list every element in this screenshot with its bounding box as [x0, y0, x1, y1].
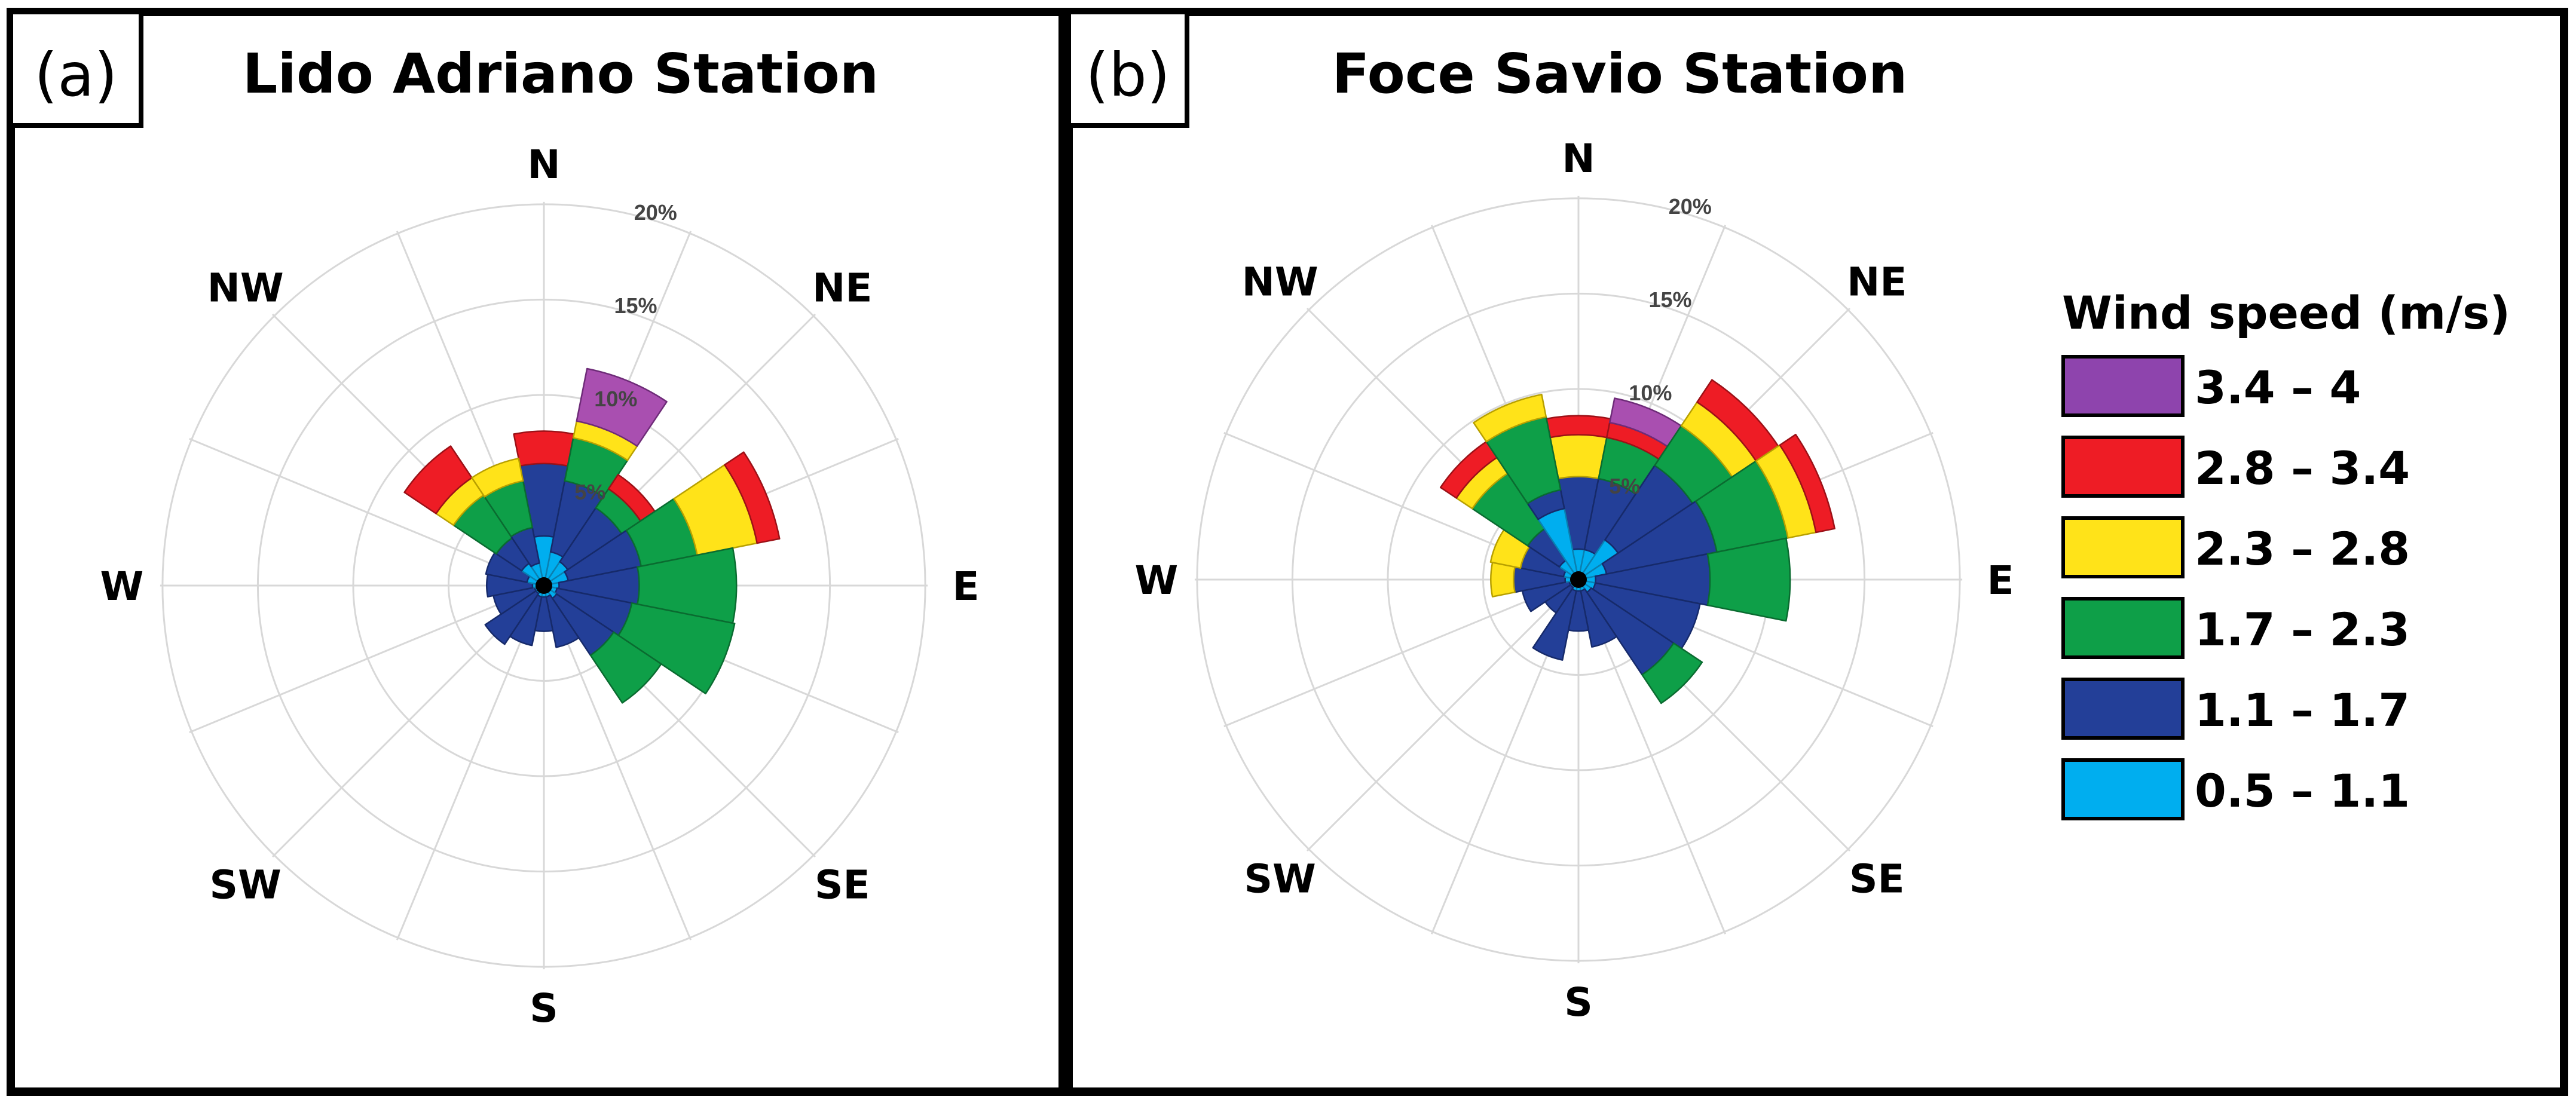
center-dot	[536, 577, 552, 594]
panel-b: (b) Foce Savio Station 5% 10% 15% 20% N NE E S…	[1064, 8, 2568, 1096]
bar-b-se-bin-2	[1641, 642, 1703, 704]
legend-swatch-2	[2061, 516, 2185, 578]
legend-swatch-5	[2061, 758, 2185, 820]
spoke-line	[1223, 578, 1579, 728]
spoke-line	[189, 584, 544, 734]
direction-label-s: S	[1564, 979, 1593, 1025]
ring-label-15: 15%	[1649, 287, 1692, 312]
bar-a-e-bin-2	[637, 547, 738, 624]
legend-swatch-3	[2061, 597, 2185, 659]
legend-entry-2: 2.3 – 2.8	[2061, 516, 2410, 578]
bar-b-sse-bin-1	[1580, 588, 1618, 648]
bar-a-n-bin-4	[513, 430, 575, 467]
panel-a: (a) Lido Adriano Station 5% 10% 15% 20% N NE…	[7, 8, 1067, 1096]
spoke-line	[1306, 578, 1580, 852]
direction-labels-a: N NE E SE S SW W NW	[100, 142, 979, 1031]
spoke-line	[543, 585, 692, 940]
bar-a-nw-bin-4	[403, 445, 473, 514]
legend-swatch-0	[2061, 355, 2185, 417]
ring-15	[256, 298, 831, 873]
bar-b-nnw-bin-3	[1473, 393, 1547, 443]
wind-rose-a: 5% 10% 15% 20%	[160, 200, 928, 970]
ring-label-20: 20%	[634, 200, 677, 225]
legend-swatch-4	[2061, 678, 2185, 740]
bar-a-ene-bin-4	[724, 451, 781, 544]
bar-a-ese-bin-2	[617, 602, 736, 695]
direction-label-w: W	[100, 563, 143, 609]
direction-label-s: S	[530, 985, 558, 1031]
direction-labels-b: N NE E SE S SW W NW	[1134, 136, 2014, 1025]
legend-label-3: 1.7 – 2.3	[2195, 603, 2410, 656]
legend: Wind speed (m/s) 3.4 – 4 2.8 – 3.4 2.3 –…	[2061, 286, 2510, 820]
direction-label-se: SE	[815, 862, 870, 908]
panel-a-title: Lido Adriano Station	[243, 42, 879, 106]
legend-label-2: 2.3 – 2.8	[2195, 522, 2410, 575]
ring-label-20: 20%	[1669, 194, 1712, 219]
ring-label-10: 10%	[1629, 381, 1672, 405]
ring-label-15: 15%	[614, 293, 657, 318]
bar-a-nnw-bin-3	[471, 457, 524, 498]
legend-label-4: 1.1 – 1.7	[2195, 684, 2410, 737]
legend-entry-3: 1.7 – 2.3	[2061, 597, 2410, 659]
bar-b-ese-bin-1	[1592, 582, 1701, 649]
ring-label-10: 10%	[594, 387, 637, 411]
ring-20	[1196, 197, 1961, 962]
legend-swatch-1	[2061, 436, 2185, 498]
bar-a-nne-bin-5	[576, 367, 668, 447]
direction-label-sw: SW	[210, 862, 282, 908]
direction-label-nw: NW	[1242, 259, 1318, 305]
direction-label-e: E	[953, 563, 980, 609]
bar-a-se-bin-2	[589, 631, 662, 704]
ring-20	[161, 203, 926, 968]
bar-b-ene-bin-4	[1779, 433, 1835, 534]
legend-entry-0: 3.4 – 4	[2061, 355, 2361, 417]
spoke-line	[189, 437, 544, 587]
panel-b-letter: (b)	[1085, 40, 1170, 110]
ring-label-5: 5%	[574, 480, 605, 504]
legend-entry-4: 1.1 – 1.7	[2061, 678, 2410, 740]
legend-label-0: 3.4 – 4	[2195, 361, 2361, 414]
direction-label-ne: NE	[812, 265, 872, 311]
legend-label-5: 0.5 – 1.1	[2195, 764, 2410, 817]
legend-title: Wind speed (m/s)	[2062, 286, 2510, 339]
legend-label-1: 2.8 – 3.4	[2195, 442, 2410, 495]
panel-a-letter-box	[8, 10, 143, 128]
bar-a-sse-bin-1	[545, 594, 580, 648]
direction-label-sw: SW	[1244, 856, 1316, 902]
bar-b-n-bin-4	[1546, 415, 1611, 439]
panel-b-border	[1064, 8, 2568, 1096]
wind-rose-b: 5% 10% 15% 20%	[1194, 194, 1963, 964]
direction-label-n: N	[1562, 136, 1595, 182]
bar-b-n-bin-3	[1549, 434, 1608, 480]
direction-label-e: E	[1987, 557, 2014, 603]
direction-label-se: SE	[1849, 856, 1905, 902]
bar-a-sw-bin-1	[484, 590, 540, 645]
direction-label-n: N	[527, 142, 560, 188]
direction-label-w: W	[1134, 557, 1178, 603]
bar-b-ssw-bin-1	[1532, 588, 1577, 661]
panel-b-title: Foce Savio Station	[1332, 42, 1908, 106]
bar-b-w-bin-3	[1490, 562, 1516, 598]
ring-label-5: 5%	[1609, 474, 1640, 498]
panel-a-letter: (a)	[34, 40, 117, 110]
direction-label-nw: NW	[207, 265, 284, 311]
legend-entry-5: 0.5 – 1.1	[2061, 758, 2410, 820]
panel-b-letter-box	[1066, 10, 1189, 128]
direction-label-ne: NE	[1847, 259, 1907, 305]
panel-a-border	[7, 8, 1067, 1096]
bar-b-e-bin-2	[1706, 537, 1791, 622]
center-dot	[1570, 571, 1587, 588]
spoke-line	[396, 585, 545, 940]
ring-15	[1291, 292, 1866, 867]
legend-entry-1: 2.8 – 3.4	[2061, 436, 2410, 498]
